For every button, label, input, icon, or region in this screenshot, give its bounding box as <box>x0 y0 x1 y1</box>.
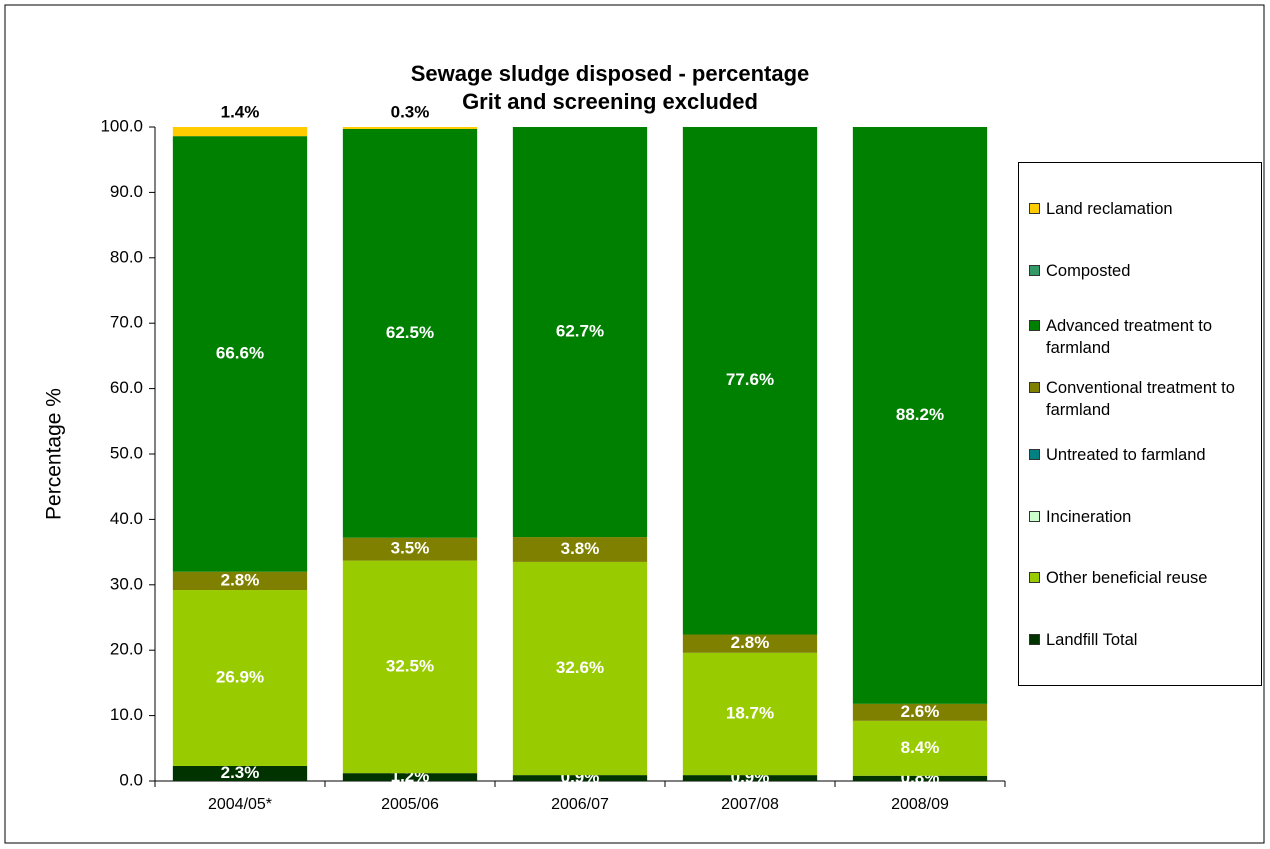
bar-segment <box>682 652 818 776</box>
legend-swatch <box>1029 572 1040 583</box>
legend-label: Incineration <box>1046 507 1132 526</box>
y-tick-label: 80.0 <box>110 247 143 266</box>
chart-subtitle: Grit and screening excluded <box>462 89 758 114</box>
bar-segment <box>852 127 988 704</box>
y-tick-label: 100.0 <box>100 116 143 135</box>
bar-segment <box>512 775 648 781</box>
data-label: 18.7% <box>726 703 774 722</box>
data-label: 62.7% <box>556 322 604 341</box>
bar-segment <box>852 775 988 781</box>
y-axis-label: Percentage % <box>43 388 66 520</box>
bar-segment <box>852 720 988 776</box>
legend-label: Untreated to farmland <box>1046 446 1206 464</box>
y-tick-label: 10.0 <box>110 705 143 724</box>
legend-swatch <box>1029 320 1040 331</box>
data-label: 2.8% <box>731 633 770 652</box>
data-label: 32.6% <box>556 658 604 677</box>
data-label: 77.6% <box>726 370 774 389</box>
data-label: 1.4% <box>221 102 260 121</box>
data-label: 2.6% <box>901 702 940 721</box>
legend-swatch <box>1029 633 1040 645</box>
bar-segment <box>682 127 818 635</box>
legend: Land reclamation Composted Advanced treatm… <box>1018 162 1262 686</box>
y-tick-label: 70.0 <box>110 313 143 332</box>
bar-segment <box>512 537 648 562</box>
bar-segment <box>852 703 988 721</box>
data-label: 32.5% <box>386 656 434 675</box>
data-label: 88.2% <box>896 405 944 424</box>
data-label: 2.8% <box>221 570 260 589</box>
legend-label: Conventional treatment to farmland <box>1046 378 1235 419</box>
x-tick-label: 2007/08 <box>721 796 779 813</box>
x-tick-label: 2006/07 <box>551 796 609 813</box>
legend-item: Land reclamation <box>1029 198 1261 220</box>
y-tick-label: 90.0 <box>110 182 143 201</box>
y-tick-label: 20.0 <box>110 640 143 659</box>
legend-item: Composted <box>1029 260 1261 282</box>
legend-item: Conventional treatment to farmland <box>1029 377 1261 421</box>
bar-segment <box>682 634 818 653</box>
legend-swatch <box>1029 449 1040 460</box>
data-label: 66.6% <box>216 343 264 362</box>
legend-label: Composted <box>1046 261 1131 280</box>
bar-segment <box>342 127 478 129</box>
legend-item: Advanced treatment to farmland <box>1029 315 1261 359</box>
legend-label: Land reclamation <box>1046 200 1173 218</box>
data-label: 26.9% <box>216 667 264 686</box>
legend-label: Landfill Total <box>1046 630 1138 649</box>
x-tick-label: 2008/09 <box>891 796 949 813</box>
bar-segment <box>512 561 648 776</box>
bar-segment <box>512 127 648 538</box>
y-tick-label: 50.0 <box>110 443 143 462</box>
legend-label: Advanced treatment to farmland <box>1046 317 1213 357</box>
x-tick-label: 2004/05* <box>208 796 272 813</box>
bar-segment <box>172 590 308 766</box>
y-tick-label: 30.0 <box>110 574 143 593</box>
legend-item: Untreated to farmland <box>1029 444 1261 466</box>
data-label: 8.4% <box>901 738 940 757</box>
legend-swatch <box>1029 510 1040 522</box>
data-label: 2.3% <box>221 763 260 782</box>
bar-segment <box>342 537 478 561</box>
bar-segment <box>172 136 308 572</box>
bar-segment <box>342 128 478 538</box>
legend-item: Incineration <box>1029 506 1261 528</box>
legend-item: Other beneficial reuse <box>1029 567 1261 589</box>
chart-title: Sewage sludge disposed - percentage <box>411 61 810 86</box>
y-tick-label: 60.0 <box>110 378 143 397</box>
data-label: 62.5% <box>386 323 434 342</box>
bar-segment <box>342 560 478 774</box>
legend-item: Landfill Total <box>1029 629 1261 651</box>
legend-swatch <box>1029 381 1040 393</box>
data-label: 0.3% <box>391 102 430 121</box>
legend-label: Other beneficial reuse <box>1046 569 1208 587</box>
y-tick-label: 0.0 <box>119 770 143 789</box>
bar-segment <box>172 765 308 781</box>
bar-segment <box>172 127 308 137</box>
y-tick-label: 40.0 <box>110 509 143 528</box>
bar-segment <box>172 571 308 591</box>
data-label: 3.8% <box>561 539 600 558</box>
data-label: 3.5% <box>391 539 430 558</box>
x-tick-label: 2005/06 <box>381 796 439 813</box>
bar-segment <box>682 775 818 781</box>
legend-swatch <box>1029 264 1040 276</box>
bar-segment <box>342 773 478 781</box>
legend-swatch <box>1029 203 1040 214</box>
